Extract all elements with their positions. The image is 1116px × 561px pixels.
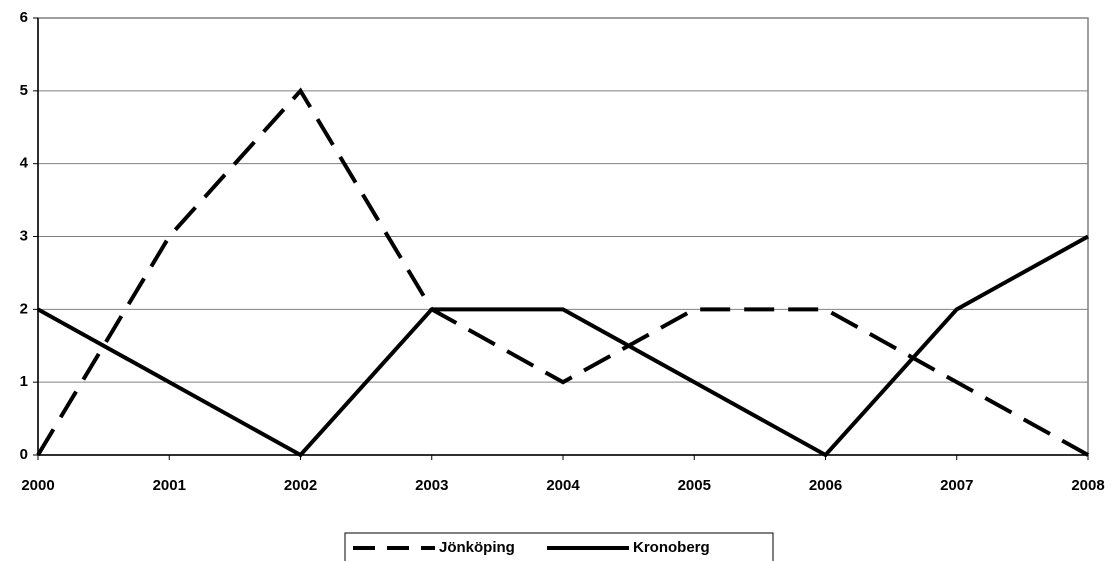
x-tick-label: 2008 (1071, 477, 1104, 494)
y-tick-label: 4 (20, 155, 29, 172)
y-tick-label: 1 (20, 373, 28, 390)
x-tick-label: 2006 (809, 477, 842, 494)
legend-label: Jönköping (439, 539, 515, 556)
y-tick-label: 0 (20, 446, 28, 463)
y-tick-label: 6 (20, 9, 28, 26)
series-line (37, 234, 1089, 458)
x-tick-label: 2000 (21, 477, 54, 494)
legend-box (344, 532, 774, 561)
x-tick-label: 2002 (284, 477, 317, 494)
x-tick-label: 2004 (546, 477, 580, 494)
series-line (36, 87, 1089, 457)
x-tick-label: 2005 (678, 477, 711, 494)
x-tick-label: 2007 (940, 477, 973, 494)
y-tick-label: 5 (20, 82, 28, 99)
legend-label: Kronoberg (633, 539, 710, 556)
x-tick-label: 2001 (153, 477, 186, 494)
y-tick-label: 3 (20, 227, 28, 244)
x-tick-label: 2003 (415, 477, 448, 494)
y-tick-label: 2 (20, 300, 28, 317)
